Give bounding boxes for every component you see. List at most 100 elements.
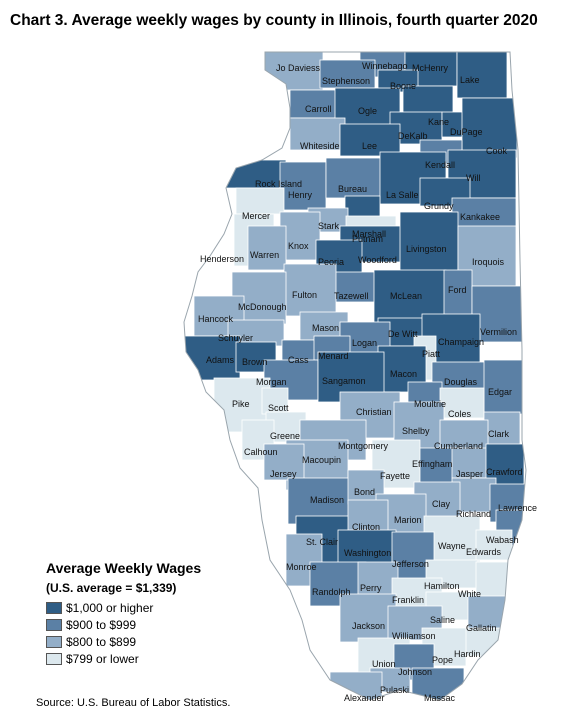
county-label-greene: Greene [270, 431, 300, 441]
county-bureau [325, 157, 382, 199]
county-label-vermilion: Vermilion [480, 327, 517, 337]
county-label-winnebago: Winnebago [362, 61, 408, 71]
county-label-de-witt: De Witt [388, 329, 418, 339]
county-label-henderson: Henderson [200, 254, 244, 264]
county-label-warren: Warren [250, 250, 279, 260]
county-label-mcdonough: McDonough [238, 302, 287, 312]
county-edwards [475, 529, 513, 561]
county-label-dupage: DuPage [450, 127, 483, 137]
county-henry [279, 161, 327, 211]
legend-swatch [46, 601, 62, 614]
county-label-bureau: Bureau [338, 184, 367, 194]
county-label-kane: Kane [428, 117, 449, 127]
county-label-clark: Clark [488, 429, 510, 439]
county-label-hamilton: Hamilton [424, 581, 460, 591]
county-label-randolph: Randolph [312, 587, 351, 597]
county-label-mchenry: McHenry [412, 63, 449, 73]
county-label-jo-daviess: Jo Daviess [276, 63, 321, 73]
county-label-ford: Ford [448, 285, 467, 295]
county-label-union: Union [372, 659, 396, 669]
county-label-scott: Scott [268, 403, 289, 413]
legend-item-low: $799 or lower [46, 650, 201, 667]
county-label-whiteside: Whiteside [300, 141, 340, 151]
county-label-alexander: Alexander [344, 693, 385, 703]
county-label-jefferson: Jefferson [392, 559, 429, 569]
county-label-moultrie: Moultrie [414, 399, 446, 409]
county-label-la-salle: La Salle [386, 190, 419, 200]
county-label-stephenson: Stephenson [322, 76, 370, 86]
county-label-macoupin: Macoupin [302, 455, 341, 465]
county-mercer [235, 187, 285, 215]
county-label-ogle: Ogle [358, 106, 377, 116]
county-label-adams: Adams [206, 355, 235, 365]
county-label-calhoun: Calhoun [244, 447, 278, 457]
county-tazewell [329, 271, 379, 303]
county-scott [261, 387, 289, 415]
legend-item-high: $1,000 or higher [46, 599, 201, 616]
county-label-hancock: Hancock [198, 314, 234, 324]
county-label-jasper: Jasper [456, 469, 483, 479]
county-label-woodford: Woodford [358, 255, 397, 265]
legend-label: $1,000 or higher [66, 600, 154, 615]
county-warren [247, 225, 287, 271]
state-outline [183, 51, 527, 701]
legend-label: $800 to $899 [66, 634, 137, 649]
legend-label: $799 or lower [66, 651, 139, 666]
county-label-montgomery: Montgomery [338, 441, 389, 451]
county-label-lee: Lee [362, 141, 377, 151]
county-stephenson [319, 59, 376, 89]
legend-title: Average Weekly Wages [46, 560, 202, 576]
legend-subtitle: (U.S. average = $1,339) [46, 581, 177, 595]
county-label-franklin: Franklin [392, 595, 424, 605]
county-label-jersey: Jersey [270, 469, 297, 479]
legend-label: $900 to $999 [66, 617, 137, 632]
county-label-kankakee: Kankakee [460, 212, 500, 222]
county-label-menard: Menard [318, 351, 349, 361]
county-label-fayette: Fayette [380, 471, 410, 481]
legend-swatch [46, 652, 62, 665]
county-label-knox: Knox [288, 241, 309, 251]
county-edgar [483, 359, 523, 415]
legend-item-800: $800 to $899 [46, 633, 201, 650]
county-label-livingston: Livingston [406, 244, 447, 254]
legend-item-900: $900 to $999 [46, 616, 201, 633]
county-label-pike: Pike [232, 399, 250, 409]
county-label-gallatin: Gallatin [466, 623, 497, 633]
county-label-christian: Christian [356, 407, 392, 417]
county-label-clay: Clay [432, 499, 451, 509]
county-label-marshall: Marshall [352, 229, 386, 239]
county-label-lake: Lake [460, 75, 480, 85]
county-label-coles: Coles [448, 409, 472, 419]
county-label-washington: Washington [344, 548, 391, 558]
county-label-henry: Henry [288, 190, 313, 200]
legend-swatch [46, 618, 62, 631]
county-livingston [399, 211, 459, 275]
county-whiteside [289, 117, 346, 151]
county-label-champaign: Champaign [438, 337, 484, 347]
county-label-douglas: Douglas [444, 377, 478, 387]
county-grundy [419, 177, 471, 207]
county-label-dekalb: DeKalb [398, 131, 428, 141]
county-label-cook: Cook [486, 146, 508, 156]
county-label-massac: Massac [424, 693, 456, 703]
county-jersey [263, 443, 305, 481]
county-label-williamson: Williamson [392, 631, 436, 641]
county-label-carroll: Carroll [305, 104, 332, 114]
county-label-mercer: Mercer [242, 211, 270, 221]
county-label-logan: Logan [352, 338, 377, 348]
county-jasper [451, 447, 493, 479]
source-note: Source: U.S. Bureau of Labor Statistics. [36, 697, 231, 709]
county-ford [443, 269, 473, 319]
county-label-madison: Madison [310, 495, 344, 505]
county-label-lawrence: Lawrence [498, 503, 537, 513]
county-label-johnson: Johnson [398, 667, 432, 677]
county-label-mclean: McLean [390, 291, 422, 301]
county-knox [279, 211, 321, 261]
county-fayette [371, 439, 421, 489]
county-label-hardin: Hardin [454, 649, 481, 659]
county-label-putnam: Putnam [352, 234, 383, 244]
legend: Average Weekly Wages (U.S. average = $1,… [46, 560, 201, 667]
county-label-grundy: Grundy [424, 201, 454, 211]
county-label-will: Will [466, 173, 481, 183]
